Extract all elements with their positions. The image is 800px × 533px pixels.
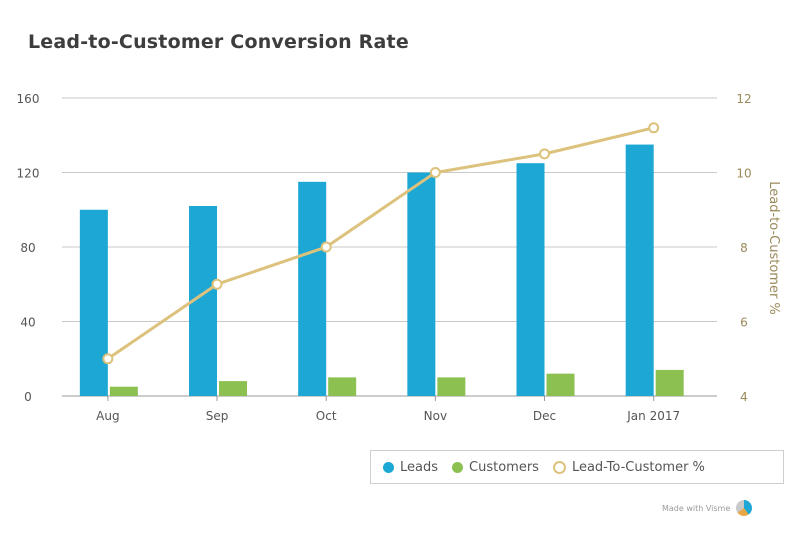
bar-leads[interactable] <box>298 181 327 396</box>
conversion-swatch-icon <box>552 460 566 474</box>
bars <box>79 144 684 397</box>
chart-legend: Leads Customers Lead-To-Customer % <box>370 450 784 484</box>
gridlines <box>62 97 717 397</box>
legend-item-conversion[interactable]: Lead-To-Customer % <box>552 459 705 475</box>
bar-customers[interactable] <box>437 377 466 396</box>
legend-label: Lead-To-Customer % <box>571 459 705 475</box>
conversion-point[interactable] <box>429 167 441 178</box>
right-tick-label: 4 <box>740 390 748 404</box>
credit: Made with Visme <box>662 500 753 516</box>
x-tick-label: Sep <box>206 409 229 423</box>
right-axis-ticks: 4 6 8 10 12 <box>736 92 751 404</box>
conversion-line <box>102 122 660 365</box>
x-axis-labels: Aug Sep Oct Nov Dec Jan 2017 <box>96 396 680 423</box>
credit-text: Made with Visme <box>662 503 731 513</box>
x-tick-label: Oct <box>316 409 337 423</box>
x-tick-label: Nov <box>424 409 447 423</box>
chart-title: Lead-to-Customer Conversion Rate <box>28 31 409 53</box>
bar-customers[interactable] <box>546 373 575 396</box>
x-tick-label: Dec <box>533 409 556 423</box>
legend-item-customers[interactable]: Customers <box>452 460 539 475</box>
right-tick-label: 8 <box>740 241 748 255</box>
conversion-point[interactable] <box>102 353 114 365</box>
bar-leads[interactable] <box>79 209 108 396</box>
bar-leads[interactable] <box>516 163 545 396</box>
visme-logo-icon <box>736 500 753 516</box>
bar-customers[interactable] <box>109 386 138 396</box>
leads-swatch-icon <box>383 461 394 473</box>
left-tick-label: 80 <box>20 241 35 255</box>
conversion-point[interactable] <box>211 278 223 290</box>
legend-item-leads[interactable]: Leads <box>383 460 438 475</box>
conversion-point[interactable] <box>539 148 551 160</box>
x-tick-label: Aug <box>96 409 119 423</box>
left-axis-ticks: 0 40 80 120 160 <box>17 92 40 404</box>
right-axis-label: Lead-to-Customer % <box>766 181 781 315</box>
bar-leads[interactable] <box>407 172 436 397</box>
right-tick-label: 12 <box>736 92 751 106</box>
conversion-point[interactable] <box>320 241 332 253</box>
bar-customers[interactable] <box>219 381 248 396</box>
chart-plot: 0 40 80 120 160 4 6 8 10 12 Aug Sep Oct Nov Dec Jan 2… <box>17 92 781 423</box>
legend-label: Leads <box>400 459 439 475</box>
left-tick-label: 120 <box>17 167 40 181</box>
right-tick-label: 10 <box>736 167 751 181</box>
right-tick-label: 6 <box>740 316 748 330</box>
left-tick-label: 40 <box>20 316 35 330</box>
legend-label: Customers <box>469 459 539 475</box>
left-tick-label: 0 <box>24 390 32 404</box>
bar-customers[interactable] <box>655 369 684 396</box>
x-tick-label: Jan 2017 <box>626 409 680 423</box>
left-tick-label: 160 <box>17 92 40 106</box>
conversion-point[interactable] <box>648 122 660 134</box>
bar-leads[interactable] <box>625 144 654 396</box>
conversion-line-path <box>107 126 655 360</box>
customers-swatch-icon <box>452 461 464 473</box>
bar-customers[interactable] <box>328 377 357 396</box>
